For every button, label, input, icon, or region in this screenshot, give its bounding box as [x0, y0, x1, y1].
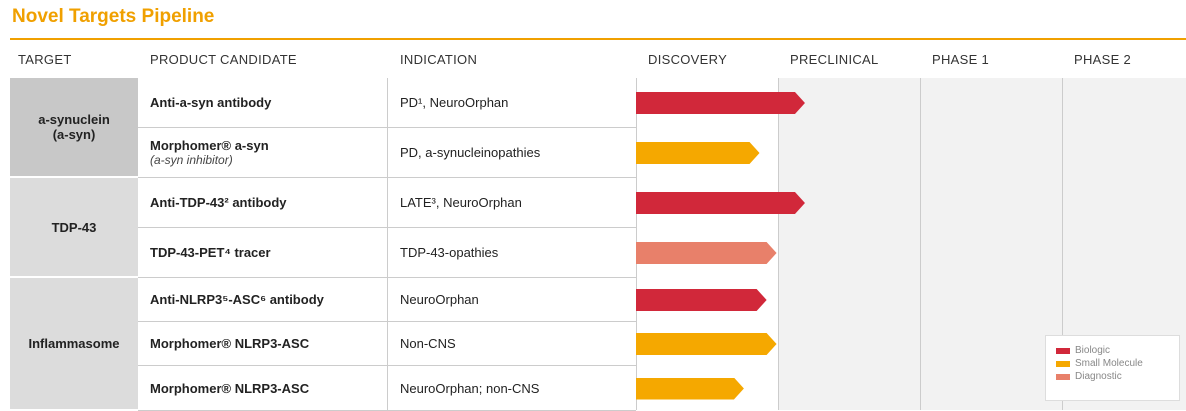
- indication-cell: LATE³, NeuroOrphan: [388, 178, 636, 228]
- product-name: Morphomer® a-syn: [150, 138, 269, 153]
- product-cell: Anti-TDP-43² antibody: [138, 178, 388, 228]
- target-cell: a-synuclein (a-syn): [10, 78, 138, 178]
- target-cell: TDP-43: [10, 178, 138, 278]
- column-header: TARGET: [18, 52, 72, 67]
- stage-header: DISCOVERY: [648, 52, 728, 67]
- indication: Non-CNS: [400, 336, 456, 351]
- indication: LATE³, NeuroOrphan: [400, 195, 522, 210]
- legend-swatch: [1056, 360, 1070, 367]
- product-cell: Morphomer® NLRP3-ASC: [138, 366, 388, 411]
- column-header: INDICATION: [400, 52, 478, 67]
- legend: Biologic Small Molecule Diagnostic: [1045, 335, 1180, 401]
- product-name: TDP-43-PET⁴ tracer: [150, 245, 271, 260]
- legend-label: Diagnostic: [1075, 371, 1122, 382]
- legend-item: Diagnostic: [1056, 370, 1169, 383]
- progress-bar: [636, 192, 805, 214]
- product-cell: Morphomer® a-syn (a-syn inhibitor): [138, 128, 388, 178]
- indication-cell: PD, a-synucleinopathies: [388, 128, 636, 178]
- indication: NeuroOrphan: [400, 292, 479, 307]
- legend-label: Small Molecule: [1075, 358, 1143, 369]
- progress-bar: [636, 142, 760, 164]
- stage-header: PHASE 1: [932, 52, 990, 67]
- product-name: Morphomer® NLRP3-ASC: [150, 380, 310, 396]
- progress-bar: [636, 378, 744, 400]
- product-name: Anti-a-syn antibody: [150, 95, 272, 110]
- product-name: Anti-NLRP3⁵-ASC⁶ antibody: [150, 292, 324, 307]
- header-rule: [10, 38, 1186, 40]
- progress-bar: [636, 333, 777, 355]
- indication-cell: NeuroOrphan: [388, 278, 636, 322]
- stage-header: PHASE 2: [1074, 52, 1132, 67]
- indication: TDP-43-opathies: [400, 245, 499, 260]
- indication-cell: Non-CNS: [388, 322, 636, 366]
- title: Novel Targets Pipeline: [12, 6, 215, 27]
- legend-item: Small Molecule: [1056, 357, 1169, 370]
- progress-bar: [636, 289, 767, 311]
- indication: NeuroOrphan; non-CNS: [400, 380, 540, 396]
- indication-cell: TDP-43-opathies: [388, 228, 636, 278]
- legend-label: Biologic: [1075, 345, 1111, 356]
- legend-swatch: [1056, 347, 1070, 354]
- indication: PD¹, NeuroOrphan: [400, 95, 509, 110]
- product-cell: Anti-a-syn antibody: [138, 78, 388, 128]
- stage-header: PRECLINICAL: [790, 52, 879, 67]
- indication-cell: NeuroOrphan; non-CNS: [388, 366, 636, 411]
- stage-column: [920, 78, 1062, 410]
- product-cell: Morphomer® NLRP3-ASC: [138, 322, 388, 366]
- product-name: Anti-TDP-43² antibody: [150, 195, 287, 210]
- legend-item: Biologic: [1056, 344, 1169, 357]
- product-name: Morphomer® NLRP3-ASC: [150, 336, 310, 351]
- stage-column: [778, 78, 920, 410]
- column-header: PRODUCT CANDIDATE: [150, 52, 297, 67]
- indication: PD, a-synucleinopathies: [400, 145, 541, 160]
- product-note: (a-syn inhibitor): [150, 153, 233, 167]
- legend-swatch: [1056, 373, 1070, 380]
- progress-bar: [636, 92, 805, 114]
- target-cell: Inflammasome: [10, 278, 138, 411]
- product-cell: TDP-43-PET⁴ tracer: [138, 228, 388, 278]
- indication-cell: PD¹, NeuroOrphan: [388, 78, 636, 128]
- progress-bar: [636, 242, 777, 264]
- product-cell: Anti-NLRP3⁵-ASC⁶ antibody: [138, 278, 388, 322]
